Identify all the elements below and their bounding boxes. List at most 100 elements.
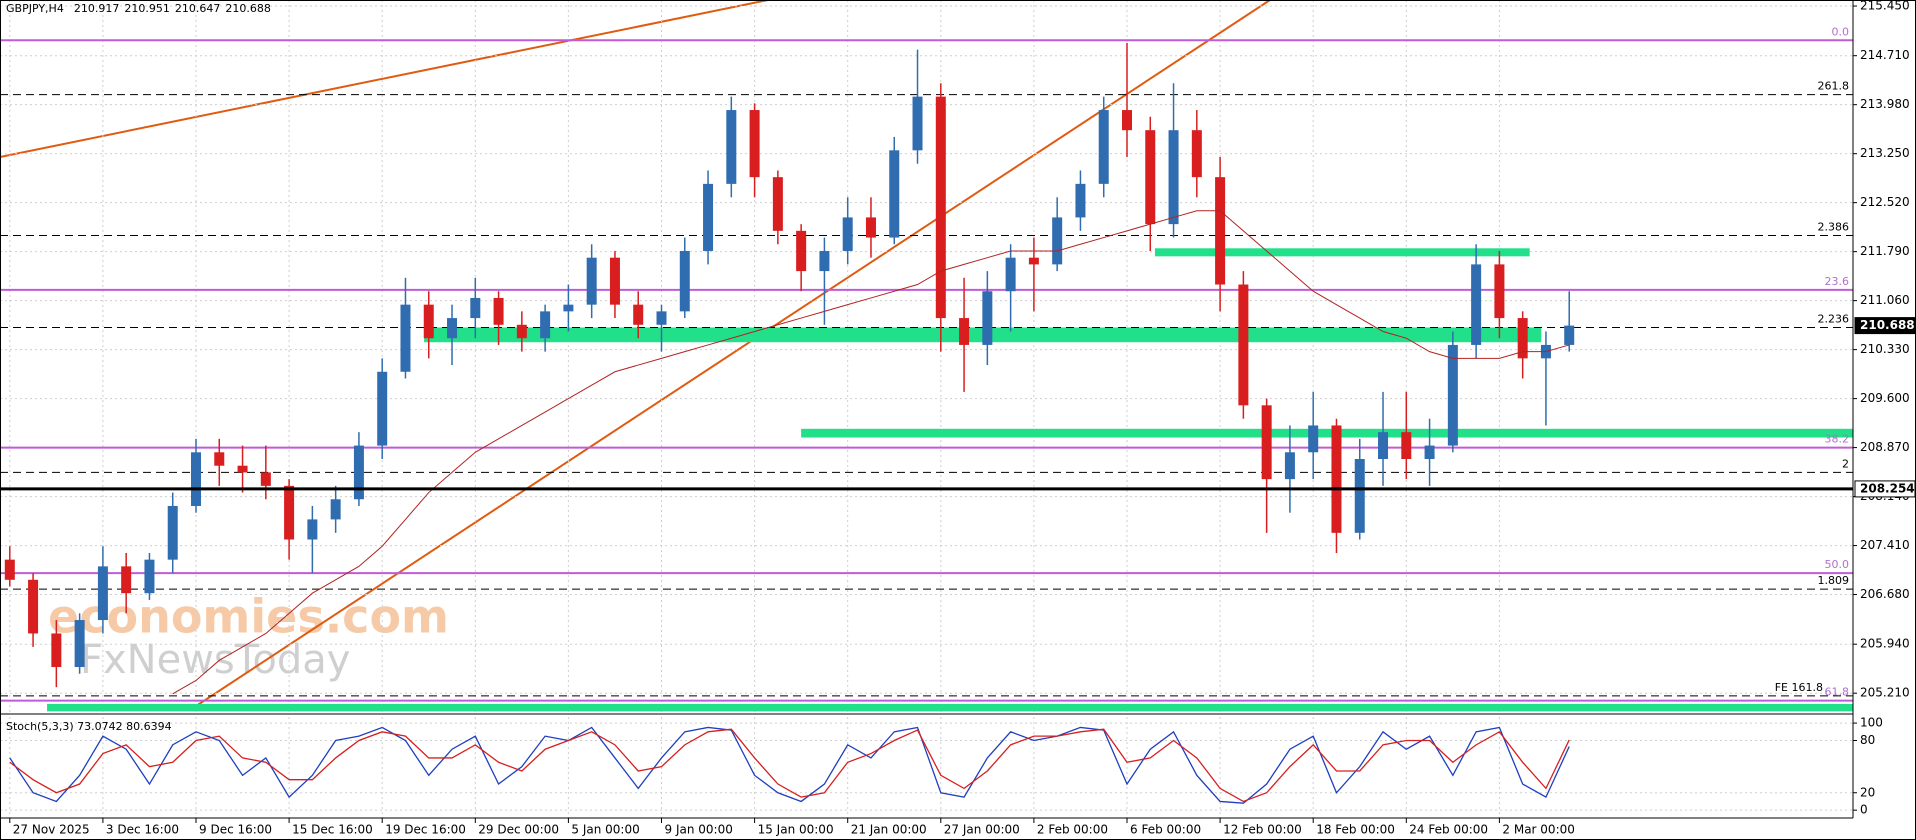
candle-body <box>353 445 364 500</box>
candle-body <box>1145 130 1156 225</box>
candle-body <box>1028 257 1039 265</box>
x-tick-label: 2 Mar 00:00 <box>1502 823 1575 837</box>
x-tick-label: 21 Jan 00:00 <box>851 823 927 837</box>
zone <box>1154 248 1530 257</box>
indicator-title: Stoch(5,3,3) 73.0742 80.6394 <box>6 720 172 733</box>
candle-body <box>1564 325 1575 345</box>
candle-body <box>516 324 527 339</box>
candle-body <box>586 257 597 305</box>
y-tick-label: 208.870 <box>1860 440 1910 454</box>
x-tick-label: 27 Nov 2025 <box>13 823 90 837</box>
candle-body <box>889 150 900 238</box>
candle-body <box>1471 264 1482 345</box>
y-tick-label: 213.250 <box>1860 146 1910 160</box>
candle-body <box>423 304 434 339</box>
candle-body <box>656 311 667 325</box>
candle-body <box>307 519 318 540</box>
header-text: 210.917 <box>74 2 120 15</box>
y-tick-label: 205.210 <box>1860 686 1910 700</box>
candle-body <box>819 250 830 272</box>
candle-body <box>214 452 225 466</box>
header: GBPJPY,H4 210.917 210.951 210.647 210.688 <box>6 2 271 15</box>
x-tick-label: 9 Dec 16:00 <box>199 823 272 837</box>
candle-body <box>679 250 690 312</box>
y-tick-label: 80 <box>1860 733 1875 747</box>
candle-body <box>796 230 807 272</box>
header-text: GBPJPY,H4 <box>6 2 64 15</box>
candle-body <box>1447 344 1458 446</box>
level-label: 23.6 <box>1825 275 1850 288</box>
level-label: 1.809 <box>1818 574 1850 587</box>
y-tick-label: 211.790 <box>1860 244 1910 258</box>
x-tick-label: 9 Jan 00:00 <box>665 823 733 837</box>
candle-body <box>121 566 132 594</box>
y-tick-label: 205.940 <box>1860 637 1910 651</box>
x-tick-label: 19 Dec 16:00 <box>385 823 466 837</box>
candle-body <box>865 217 876 238</box>
candle-body <box>447 318 458 339</box>
candle-body <box>982 291 993 345</box>
level-label: 50.0 <box>1825 558 1850 571</box>
header-text: 210.951 <box>124 2 170 15</box>
header-text: 210.688 <box>225 2 271 15</box>
channel-line <box>189 0 1271 711</box>
level-label: 2.236 <box>1818 312 1850 325</box>
candle-body <box>260 472 271 486</box>
candle-body <box>284 485 295 540</box>
candle-body <box>726 110 737 184</box>
candle-body <box>912 96 923 151</box>
candle-body <box>1331 425 1342 533</box>
candle-body <box>749 110 760 178</box>
channel-line <box>0 0 769 158</box>
level-label: 261.8 <box>1818 80 1850 93</box>
candle-body <box>1517 318 1528 359</box>
x-tick-label: 15 Dec 16:00 <box>292 823 373 837</box>
candle-body <box>609 257 620 305</box>
candle-body <box>1005 257 1016 292</box>
level-label: 61.8 <box>1825 686 1850 699</box>
level-label: 2 <box>1842 457 1849 470</box>
y-tick-label: 207.410 <box>1860 538 1910 552</box>
candle-body <box>772 177 783 231</box>
x-tick-label: 5 Jan 00:00 <box>571 823 639 837</box>
x-tick-label: 27 Jan 00:00 <box>944 823 1020 837</box>
candle-body <box>1261 405 1272 480</box>
y-tick-label: 215.450 <box>1860 0 1910 13</box>
candle-body <box>400 304 411 372</box>
candle-body <box>470 297 481 319</box>
x-tick-label: 12 Feb 00:00 <box>1223 823 1302 837</box>
candle-body <box>1378 432 1389 459</box>
candle-body <box>959 318 970 345</box>
header-text: 210.647 <box>175 2 221 15</box>
level-label: FE 161.8 <box>1775 681 1823 694</box>
moving-average <box>172 210 1570 695</box>
x-tick-label: 18 Feb 00:00 <box>1316 823 1395 837</box>
stoch-line <box>9 728 1570 803</box>
candle-body <box>1401 432 1412 459</box>
candle-body <box>1215 177 1226 285</box>
candle-body <box>144 559 155 594</box>
y-tick-label: 209.600 <box>1860 391 1910 405</box>
candle-body <box>1238 284 1249 406</box>
x-tick-label: 29 Dec 00:00 <box>478 823 559 837</box>
level-label: 0.0 <box>1832 25 1850 38</box>
candle-body <box>51 633 62 668</box>
zone <box>801 428 1853 438</box>
candle-body <box>191 452 201 506</box>
candle-body <box>1191 130 1202 178</box>
candle-body <box>237 465 248 473</box>
y-tick-label: 211.060 <box>1860 293 1910 307</box>
y-tick-label: 20 <box>1860 785 1875 799</box>
candle-body <box>4 559 15 580</box>
candle-body <box>1424 445 1435 459</box>
candle-body <box>1075 183 1086 218</box>
candle-body <box>633 304 644 325</box>
candle-body <box>1122 110 1132 131</box>
candle-body <box>167 505 178 560</box>
candle-body <box>330 499 341 520</box>
y-tick-label: 206.680 <box>1860 587 1910 601</box>
candle-body <box>842 217 853 251</box>
candle-body <box>1284 452 1295 480</box>
